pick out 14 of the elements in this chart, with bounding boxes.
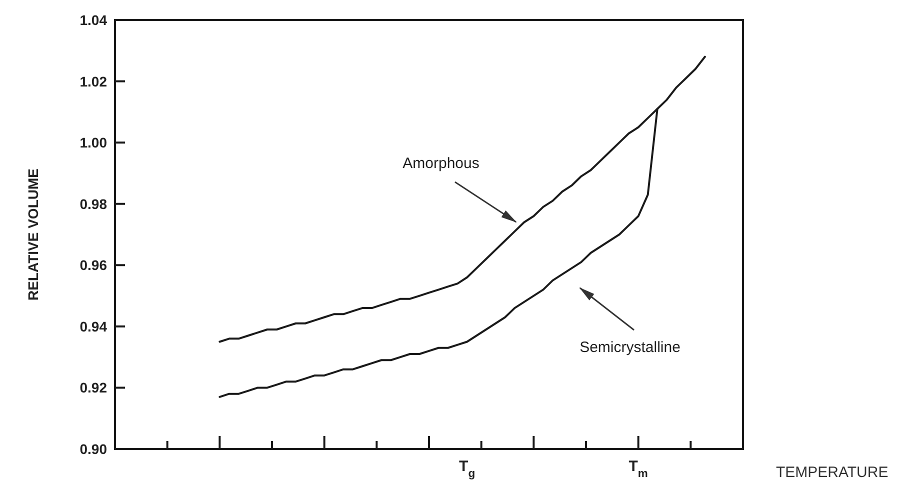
x-tick-label: T$_{g}$ — [459, 458, 476, 480]
annotation: Amorphous — [402, 155, 480, 172]
y-tick-label: 1.04 — [80, 12, 108, 28]
y-tick-label: 0.92 — [80, 380, 108, 396]
y-tick-label: 1.02 — [80, 73, 108, 90]
y-tick-label: 0.96 — [80, 257, 108, 274]
x-axis-title: TEMPERATURE — [776, 464, 888, 481]
x-tick-label: T$_{m}$ — [628, 458, 648, 480]
y-tick-label: 0.98 — [80, 196, 108, 212]
annotation: Semicrystalline — [580, 339, 680, 356]
y-tick-label: 0.90 — [80, 441, 108, 457]
y-axis-title: RELATIVE VOLUME — [25, 168, 41, 300]
y-tick-label: 0.94 — [80, 318, 108, 334]
y-tick-label: 1.00 — [80, 134, 108, 151]
